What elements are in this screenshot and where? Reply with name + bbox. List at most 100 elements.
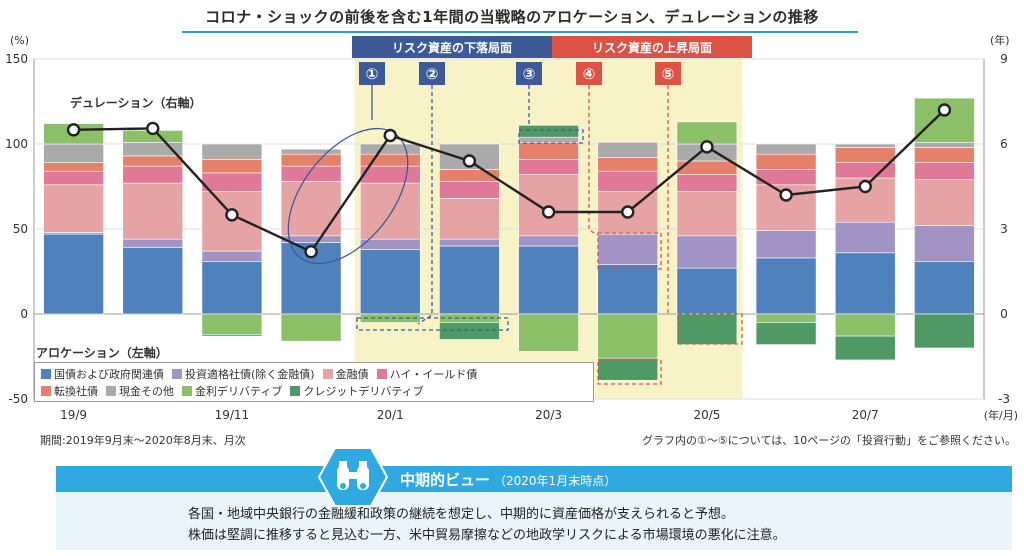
legend-swatch <box>290 386 301 396</box>
view-text-line-2: 株価は堅調に推移すると見込む一方、米中貿易摩擦などの地政学リスクによる市場環境の… <box>188 528 786 543</box>
duration-point-20-4 <box>621 205 635 219</box>
legend-swatch <box>106 386 116 396</box>
right-tick-label: 3 <box>1000 222 1008 236</box>
legend-swatch <box>322 369 333 379</box>
view-date: （2020年1月末時点） <box>494 474 617 488</box>
legend-swatch <box>376 369 387 379</box>
bar-conv-20-6 <box>755 153 817 170</box>
bar-credit_deriv-20-5 <box>676 313 738 345</box>
marker-2-connector <box>417 85 433 325</box>
bar-hy-19-10 <box>122 165 184 184</box>
right-tick-label: 0 <box>1000 307 1008 321</box>
bar-conv-19-11 <box>201 159 263 174</box>
x-tick-label: 20/1 <box>377 408 404 422</box>
bar-gov-20-8 <box>914 260 975 315</box>
bar-cash-20-7 <box>834 143 896 148</box>
phase-label-down: リスク資産の下落局面 <box>392 40 512 55</box>
bar-rate_deriv-20-6 <box>755 313 817 323</box>
bar-conv-19-12 <box>280 153 342 167</box>
marker-4-box-ig <box>597 232 662 270</box>
x-tick-label: 20/3 <box>535 408 562 422</box>
marker-label-1: ① <box>366 65 379 83</box>
bar-fin-20-3 <box>518 174 579 237</box>
legend-item-conv: 転換社債 <box>41 383 98 399</box>
left-tick-label: 50 <box>13 222 28 236</box>
bar-ig-20-6 <box>755 230 817 259</box>
x-unit-label: (年/月) <box>984 408 1018 422</box>
bar-credit_deriv-20-7 <box>834 335 896 361</box>
bar-credit_deriv-20-8 <box>914 313 975 349</box>
legend-item-cash: 現金その他 <box>106 383 174 399</box>
legend-item-rate_deriv: 金利デリバティブ <box>182 383 282 399</box>
chart-title: コロナ・ショックの前後を含む1年間の当戦略のアロケーション、デュレーションの推移 <box>205 8 819 26</box>
bar-cash-19-9 <box>43 143 104 164</box>
bar-rate_deriv-20-7 <box>834 313 896 337</box>
marker-box-5 <box>655 62 681 85</box>
bar-rate_deriv-19-11 <box>201 313 263 335</box>
bar-credit_deriv-20-6 <box>755 322 817 345</box>
marker-3-box <box>518 129 584 144</box>
bar-rate_deriv-19-12 <box>280 313 342 342</box>
bar-conv-20-3 <box>518 142 579 160</box>
marker-2-box <box>356 317 509 331</box>
bar-ig-19-11 <box>201 250 263 262</box>
duration-point-20-7 <box>858 179 872 194</box>
bar-ig-20-2 <box>439 238 500 247</box>
bar-gov-20-2 <box>439 245 500 315</box>
bar-ig-20-7 <box>834 221 896 254</box>
bar-hy-19-11 <box>201 172 263 192</box>
bar-conv-19-9 <box>43 162 104 172</box>
marker-box-3 <box>516 62 542 85</box>
view-body <box>56 492 1012 550</box>
right-tick-label: 9 <box>1000 52 1008 66</box>
marker-box-1 <box>359 62 385 85</box>
bar-ig-20-8 <box>914 225 975 262</box>
bar-credit_deriv-20-4 <box>597 357 659 381</box>
bar-cash-19-12 <box>280 148 342 155</box>
duration-point-19-12 <box>304 244 318 259</box>
bar-fin-20-5 <box>676 191 738 237</box>
bar-gov-20-1 <box>359 249 421 315</box>
bar-gov-20-6 <box>755 257 817 315</box>
legend-label: 金利デリバティブ <box>195 385 283 398</box>
bar-conv-19-10 <box>122 155 184 167</box>
x-tick-label: 20/7 <box>852 408 879 422</box>
marker-label-2: ② <box>426 65 439 83</box>
bar-cash-20-3 <box>518 136 579 143</box>
duration-point-19-11 <box>225 208 239 222</box>
bar-hy-20-3 <box>518 159 579 175</box>
x-tick-label: 19/9 <box>60 408 87 422</box>
bar-ig-20-5 <box>676 235 738 269</box>
duration-point-20-5 <box>700 140 714 154</box>
bar-gov-20-3 <box>518 245 579 315</box>
marker-box-2 <box>419 62 445 85</box>
legend-label: 転換社債 <box>54 385 98 398</box>
left-unit-label: (%) <box>10 34 29 47</box>
bar-fin-20-2 <box>439 198 500 240</box>
bar-gov-20-4 <box>597 264 659 315</box>
bar-hy-20-5 <box>676 174 738 192</box>
bar-fin-19-10 <box>122 182 184 240</box>
bar-cash-20-8 <box>914 142 975 148</box>
duration-line <box>73 109 946 254</box>
bar-fin-19-12 <box>280 181 342 237</box>
binoculars-icon <box>318 447 388 507</box>
legend-item-credit_deriv: クレジットデリバティブ <box>290 383 424 399</box>
duration-point-20-8 <box>937 103 952 117</box>
bar-gov-20-7 <box>834 252 896 315</box>
legend-swatch <box>182 386 192 396</box>
duration-point-19-10 <box>146 121 160 136</box>
view-header-bar <box>56 466 1012 492</box>
bar-credit_deriv-20-3 <box>518 125 579 138</box>
bar-hy-20-4 <box>597 170 659 192</box>
marker-label-5: ⑤ <box>662 65 675 83</box>
phase-label-up: リスク資産の上昇局面 <box>592 40 712 55</box>
duration-point-20-6 <box>779 188 793 202</box>
bar-rate_deriv-20-4 <box>597 313 659 359</box>
legend-swatch <box>41 369 51 379</box>
legend-label: 投資適格社債(除く金融債) <box>185 368 315 381</box>
bar-ig-20-1 <box>359 238 421 250</box>
phase-banner-down <box>352 36 552 58</box>
bar-gov-19-9 <box>43 233 104 315</box>
bar-fin-20-8 <box>914 179 975 226</box>
